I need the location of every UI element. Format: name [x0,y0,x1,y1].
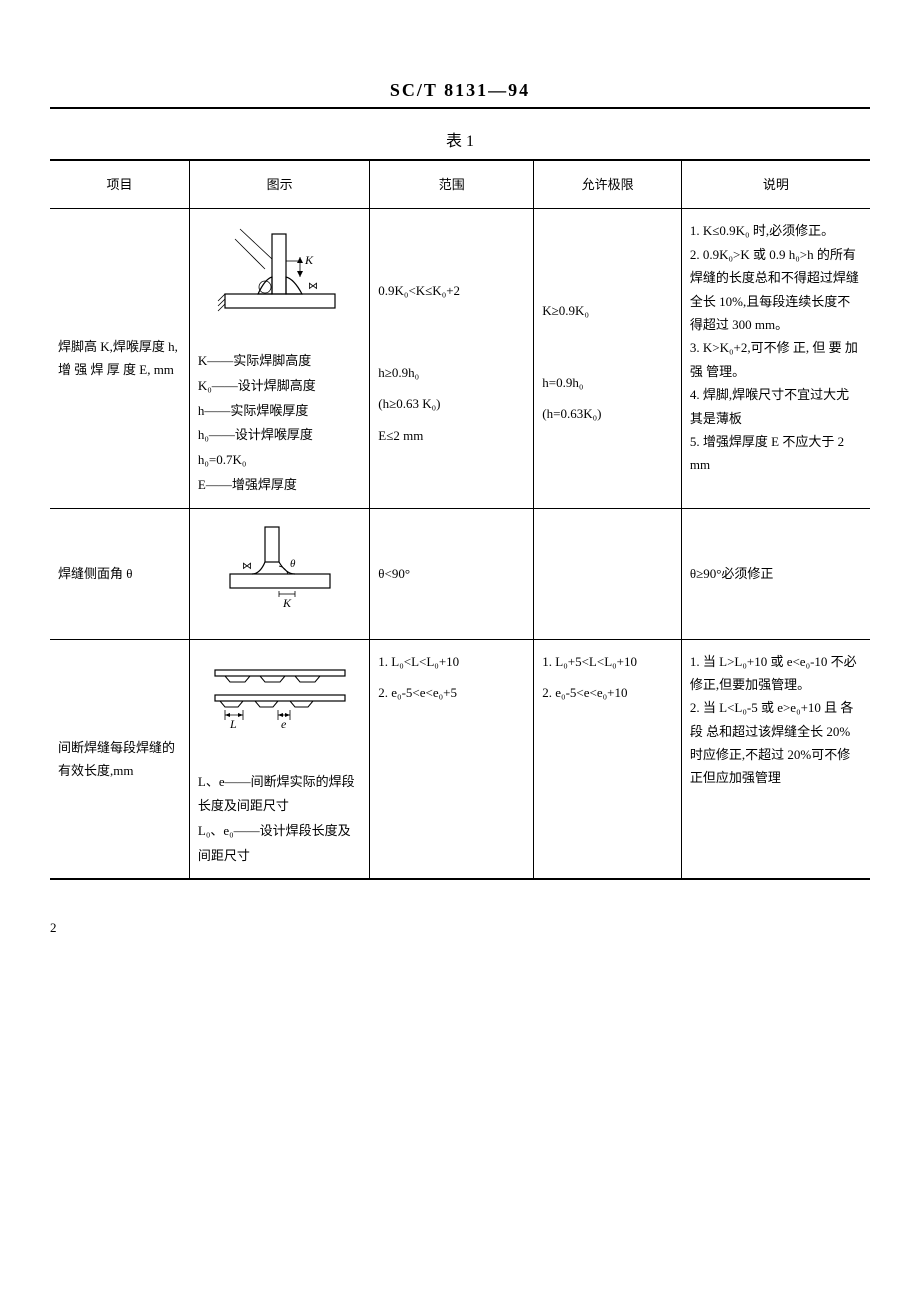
label-e: e [281,717,287,731]
legend-line: h₀=0.7K₀ [198,448,361,473]
table-row: 间断焊缝每段焊缝的有效长度,mm [50,639,870,879]
row1-range: 0.9K₀<K≤K₀+2 h≥0.9h₀ (h≥0.63 K₀) E≤2 mm [370,209,534,508]
label-theta: θ [290,558,296,570]
intermittent-weld-diagram: L e [198,650,361,760]
label-k: K [304,253,314,267]
limit-text: h=0.9h₀ [542,371,673,394]
range-text: h≥0.9h₀ [378,361,525,384]
legend-line: L₀、e₀——设计焊段长度及间距尺寸 [198,819,361,868]
legend-line: h₀——设计焊喉厚度 [198,423,361,448]
row1-limit: K≥0.9K₀ h=0.9h₀ (h=0.63K₀) [534,209,682,508]
range-text: E≤2 mm [378,424,525,447]
weld-symbol-icon: ⋈ [308,281,318,292]
col-header-note: 说明 [681,160,870,209]
limit-text: 1. L₀+5<L<L₀+10 [542,650,673,673]
range-text: θ<90° [378,562,525,585]
limit-text: 2. e₀-5<e<e₀+10 [542,681,673,704]
row1-item: 焊脚高 K,焊喉厚度 h, 增 强 焊 厚 度 E, mm [50,209,189,508]
legend-line: K₀——设计焊脚高度 [198,374,361,399]
row3-item: 间断焊缝每段焊缝的有效长度,mm [50,639,189,879]
table-row: 焊缝侧面角 θ θ ⋈ [50,508,870,639]
table-caption: 表 1 [50,127,870,151]
row1-diagram: K ⋈ K——实际焊脚高度 K₀——设计焊脚高度 h——实际焊喉厚度 h₀——设… [189,209,369,508]
note-text: 5. 增强焊厚度 E 不应大于 2 mm [690,430,862,477]
col-header-diagram: 图示 [189,160,369,209]
legend-line: h——实际焊喉厚度 [198,399,361,424]
weld-spec-table: 项目 图示 范围 允许极限 说明 焊脚高 K,焊喉厚度 h, 增 强 焊 厚 度… [50,159,870,880]
limit-text: (h=0.63K₀) [542,402,673,425]
row3-diagram: L e L、e——间断焊实际的焊段长度及间距尺寸 L₀、e₀——设计焊段长度及间… [189,639,369,879]
note-text: 3. K>K₀+2,可不修 正, 但 要 加 强 管理。 [690,336,862,383]
range-text: (h≥0.63 K₀) [378,392,525,415]
legend-line: L、e——间断焊实际的焊段长度及间距尺寸 [198,770,361,819]
row3-limit: 1. L₀+5<L<L₀+10 2. e₀-5<e<e₀+10 [534,639,682,879]
weld-angle-diagram: θ ⋈ K [198,519,361,619]
note-text: 2. 当 L<L₀-5 或 e>e₀+10 且 各 段 总和超过该焊缝全长 20… [690,696,862,790]
row3-note: 1. 当 L>L₀+10 或 e<e₀-10 不必修正,但要加强管理。 2. 当… [681,639,870,879]
row1-note: 1. K≤0.9K₀ 时,必须修正。 2. 0.9K₀>K 或 0.9 h₀>h… [681,209,870,508]
col-header-item: 项目 [50,160,189,209]
legend-line: E——增强焊厚度 [198,473,361,498]
fillet-weld-diagram: K ⋈ [198,219,361,339]
note-text: 1. K≤0.9K₀ 时,必须修正。 [690,219,862,242]
row2-diagram: θ ⋈ K [189,508,369,639]
note-text: 1. 当 L>L₀+10 或 e<e₀-10 不必修正,但要加强管理。 [690,650,862,697]
note-text: 2. 0.9K₀>K 或 0.9 h₀>h 的所有焊缝的长度总和不得超过焊缝全长… [690,243,862,337]
page-number: 2 [50,920,870,936]
range-text: 2. e₀-5<e<e₀+5 [378,681,525,704]
note-text: 4. 焊脚,焊喉尺寸不宜过大尤其是薄板 [690,383,862,430]
row2-note: θ≥90°必须修正 [681,508,870,639]
range-text: 1. L₀<L<L₀+10 [378,650,525,673]
row3-range: 1. L₀<L<L₀+10 2. e₀-5<e<e₀+5 [370,639,534,879]
range-text: 0.9K₀<K≤K₀+2 [378,279,525,302]
label-l: L [229,717,237,731]
row2-range: θ<90° [370,508,534,639]
row2-limit [534,508,682,639]
row2-item: 焊缝侧面角 θ [50,508,189,639]
legend-line: K——实际焊脚高度 [198,349,361,374]
table-row: 焊脚高 K,焊喉厚度 h, 增 强 焊 厚 度 E, mm [50,209,870,508]
header-row: 项目 图示 范围 允许极限 说明 [50,160,870,209]
label-k: K [282,596,292,610]
weld-symbol-icon: ⋈ [242,561,252,572]
col-header-limit: 允许极限 [534,160,682,209]
standard-code: SC/T 8131—94 [50,80,870,109]
limit-text: K≥0.9K₀ [542,299,673,322]
col-header-range: 范围 [370,160,534,209]
note-text: θ≥90°必须修正 [690,562,862,585]
